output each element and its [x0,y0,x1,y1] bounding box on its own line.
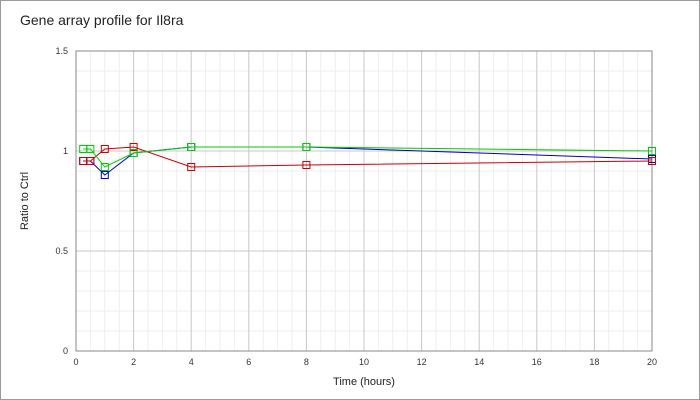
data-point-marker[interactable] [129,143,138,151]
data-point-marker[interactable] [187,143,196,151]
series-2 [79,143,656,171]
x-tick-label: 12 [417,357,427,367]
y-axis-label: Ratio to Ctrl [19,172,31,230]
x-axis-label: Time (hours) [333,376,395,388]
x-tick-label: 18 [589,357,599,367]
x-tick-label: 2 [131,357,136,367]
y-tick-label: 0.5 [55,246,68,256]
x-tick-label: 8 [304,357,309,367]
data-point-marker[interactable] [648,157,656,165]
y-tick-label: 0 [63,346,68,356]
data-point-marker[interactable] [302,161,311,169]
data-point-marker[interactable] [129,149,138,157]
chart-title: Gene array profile for Il8ra [20,12,184,28]
series-1 [79,143,656,179]
x-tick-label: 0 [73,357,78,367]
grid-layer [75,50,653,352]
x-tick-label: 6 [246,357,251,367]
data-point-marker[interactable] [86,157,95,165]
x-tick-label: 14 [474,357,484,367]
series-line [83,146,653,168]
tick-layer: 0 2 4 6 8 10 12 14 16 18 20 0 0.5 1 1.5 [55,46,657,367]
series-line [83,146,653,168]
plot-area [75,50,653,352]
y-tick-label: 1.5 [55,46,68,56]
series-layer [79,143,656,179]
data-point-marker[interactable] [100,145,109,153]
x-tick-label: 20 [647,357,657,367]
data-point-marker[interactable] [86,145,95,153]
x-tick-label: 16 [532,357,542,367]
y-tick-label: 1 [63,146,68,156]
data-point-marker[interactable] [100,171,109,179]
x-tick-label: 10 [359,357,369,367]
data-point-marker[interactable] [187,163,196,171]
data-point-marker[interactable] [100,163,109,171]
data-point-marker[interactable] [648,147,656,155]
data-point-marker[interactable] [302,143,311,151]
series-3 [79,143,656,171]
x-tick-label: 4 [189,357,194,367]
